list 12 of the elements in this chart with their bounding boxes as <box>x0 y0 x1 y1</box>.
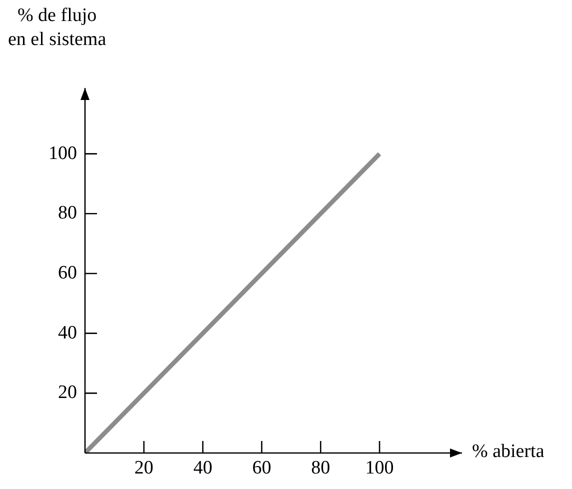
x-tick-label: 20 <box>134 457 154 478</box>
y-tick-label: 60 <box>58 262 77 284</box>
y-tick-label: 100 <box>48 142 77 164</box>
y-tick-label: 20 <box>58 382 77 404</box>
x-tick-label: 40 <box>193 457 212 478</box>
y-tick-label: 80 <box>58 202 77 224</box>
y-axis-title: % de flujo en el sistema <box>8 4 106 52</box>
x-tick-label: 60 <box>252 457 272 478</box>
x-tick-label: 100 <box>365 457 394 478</box>
x-axis-title: % abierta <box>472 440 544 464</box>
y-tick-label: 40 <box>58 322 77 344</box>
x-tick-label: 80 <box>311 457 330 478</box>
